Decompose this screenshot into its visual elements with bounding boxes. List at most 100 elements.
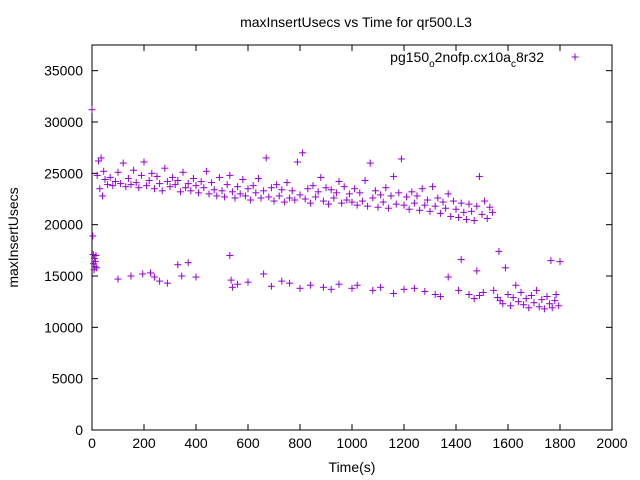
x-tick-label: 1400 [440, 435, 471, 451]
data-point [270, 197, 278, 205]
x-tick-label: 1600 [492, 435, 523, 451]
data-point [195, 189, 203, 197]
data-point [178, 272, 186, 280]
data-point [436, 293, 444, 301]
data-point [254, 174, 262, 182]
data-point [163, 178, 171, 186]
data-point [104, 181, 112, 189]
data-point [223, 181, 231, 189]
data-point [130, 166, 138, 174]
data-point [543, 293, 551, 301]
data-point [288, 187, 296, 195]
data-point [431, 290, 439, 298]
data-point [369, 286, 377, 294]
data-point [122, 183, 130, 191]
legend: pg150o2nofp.cx10ac8r32 [390, 49, 579, 70]
data-point [470, 217, 478, 225]
data-point [470, 295, 478, 303]
legend-label-part: pg150 [390, 49, 429, 65]
y-tick-label: 5000 [52, 371, 83, 387]
data-point [479, 288, 487, 296]
x-axis: 0 200 400 600 800 1000 1200 1400 1600 1800 2000 [88, 45, 628, 451]
data-point [377, 283, 385, 291]
data-point [444, 273, 452, 281]
data-point [148, 169, 156, 177]
data-point [176, 188, 184, 196]
data-point [221, 193, 229, 201]
data-point [520, 301, 528, 309]
x-tick-label: 2000 [596, 435, 627, 451]
data-point [517, 288, 525, 296]
data-point [150, 185, 158, 193]
data-point [465, 290, 473, 298]
data-point [468, 207, 476, 215]
data-point [392, 200, 400, 208]
data-point [299, 149, 307, 157]
y-axis-label: maxInsertUsecs [5, 187, 21, 287]
data-point [475, 292, 483, 300]
data-point [156, 277, 164, 285]
data-point [267, 184, 275, 192]
data-point [455, 213, 463, 221]
data-point [127, 272, 135, 280]
data-point [202, 167, 210, 175]
data-point [135, 184, 143, 192]
data-point [306, 199, 314, 207]
data-point [90, 255, 98, 263]
data-point [327, 186, 335, 194]
data-point [395, 189, 403, 197]
y-tick-label: 15000 [44, 268, 83, 284]
x-tick-label: 1800 [544, 435, 575, 451]
data-point [473, 202, 481, 210]
data-point [226, 171, 234, 179]
data-point [267, 282, 275, 290]
x-tick-label: 400 [184, 435, 208, 451]
data-point [429, 183, 437, 191]
data-point [457, 256, 465, 264]
data-point [504, 290, 512, 298]
data-point [293, 158, 301, 166]
data-point [423, 196, 431, 204]
data-point [286, 279, 294, 287]
data-point [444, 190, 452, 198]
data-point [351, 185, 359, 193]
data-point [377, 191, 385, 199]
data-point [533, 286, 541, 294]
data-point [106, 173, 114, 181]
data-point [525, 304, 533, 312]
legend-label-subscript: o [429, 59, 435, 70]
data-point [314, 188, 322, 196]
data-point [257, 194, 265, 202]
data-point [174, 177, 182, 185]
data-point [551, 297, 559, 305]
data-point [244, 185, 252, 193]
legend-marker [571, 53, 579, 61]
data-point [319, 197, 327, 205]
data-point [408, 188, 416, 196]
data-point [418, 185, 426, 193]
data-point [114, 275, 122, 283]
data-point [184, 259, 192, 267]
data-point [361, 177, 369, 185]
data-point [244, 278, 252, 286]
data-point [139, 270, 147, 278]
data-point [535, 303, 543, 311]
data-point [228, 188, 236, 196]
data-point [462, 216, 470, 224]
data-point [495, 247, 503, 255]
data-point [91, 258, 99, 266]
data-point [91, 263, 99, 271]
data-point [96, 185, 104, 193]
data-point [197, 178, 205, 186]
data-point [552, 290, 560, 298]
data-point [304, 185, 312, 193]
data-point [449, 197, 457, 205]
data-point [317, 173, 325, 181]
data-point [247, 196, 255, 204]
data-point [483, 215, 491, 223]
data-point [512, 281, 520, 289]
x-tick-label: 1200 [388, 435, 419, 451]
data-point [192, 182, 200, 190]
data-point [132, 179, 140, 187]
data-point [231, 194, 239, 202]
